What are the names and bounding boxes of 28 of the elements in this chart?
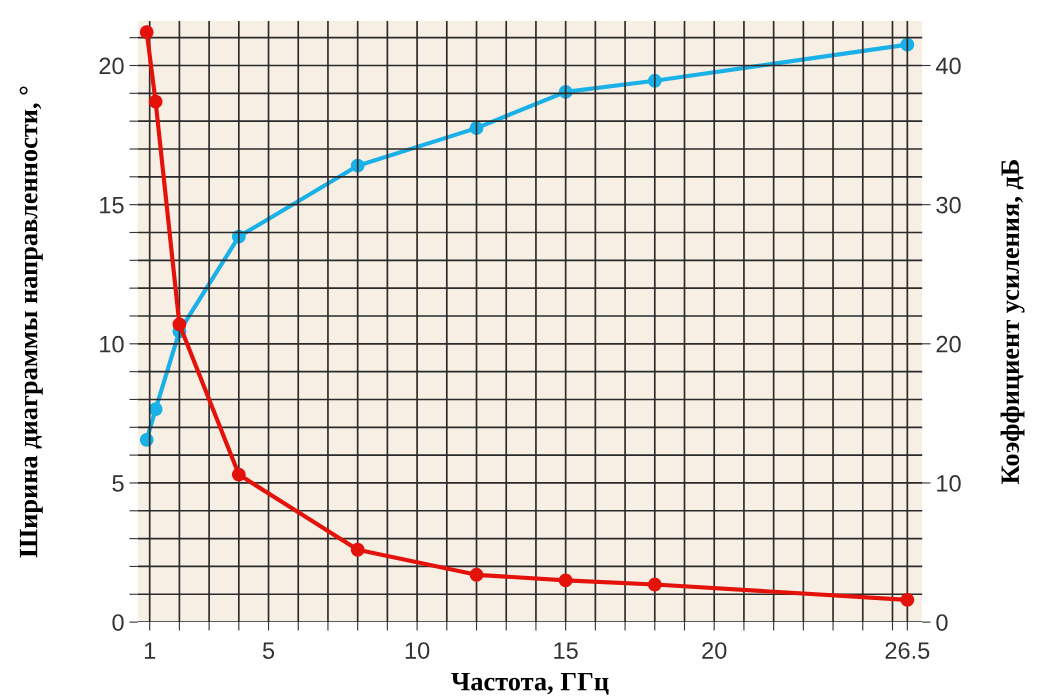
- point: [172, 317, 187, 332]
- x-tick-label: 26.5: [885, 642, 930, 659]
- y2-tick-label: 40: [935, 57, 961, 75]
- point: [148, 94, 163, 109]
- y2-tick-label: 30: [936, 196, 961, 214]
- x-tick-label: 15: [554, 642, 578, 659]
- y-tick-label: 20: [99, 57, 124, 75]
- point: [900, 592, 915, 607]
- x-tick-label: 5: [262, 642, 275, 659]
- point: [231, 467, 246, 482]
- y-tick-label: 15: [100, 196, 124, 214]
- x-axis-title: Частота, ГГц: [451, 672, 609, 695]
- point: [558, 573, 573, 588]
- point: [469, 567, 484, 582]
- point: [647, 577, 662, 592]
- y-tick-label: 0: [112, 614, 124, 631]
- y-tick-label: 5: [112, 475, 124, 492]
- y2-tick-label: 10: [937, 475, 961, 492]
- point: [139, 25, 154, 40]
- y-axis-title: Ширина диаграммы направленности, °: [19, 86, 43, 558]
- x-tick-label: 10: [405, 642, 430, 659]
- y2-axis-title: Коэффициент усиления, дБ: [1000, 160, 1025, 484]
- y2-tick-label: 20: [936, 335, 961, 353]
- y-tick-label: 10: [100, 335, 124, 353]
- x-tick-label: 1: [144, 642, 156, 659]
- point: [350, 542, 365, 557]
- y2-tick-label: 0: [936, 614, 948, 631]
- x-tick-label: 20: [702, 642, 727, 659]
